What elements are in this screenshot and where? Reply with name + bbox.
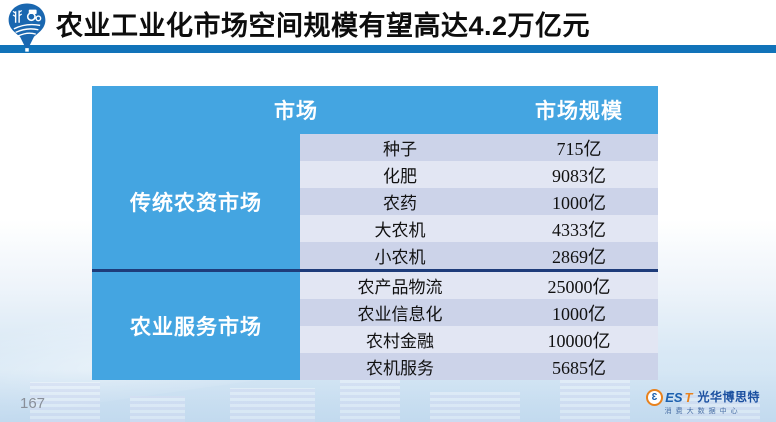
brand-letter-orange: T [684, 389, 693, 405]
row-value: 715亿 [556, 138, 602, 159]
row-name: 种子 [383, 140, 417, 159]
table-row: 农机服务 5685亿 [300, 353, 658, 380]
building-watermark [680, 394, 760, 422]
building-watermark [430, 392, 520, 422]
row-name: 农产品物流 [357, 278, 443, 297]
row-value: 25000亿 [547, 276, 611, 297]
agriculture-pin-logo-icon [8, 3, 46, 52]
table-group: 传统农资市场 种子 715亿化肥 9083亿农药 1000亿大农机 4333亿小农机 286… [92, 134, 658, 269]
brand-name-cn: 光华博思特 [697, 390, 760, 405]
table-row: 农业信息化 1000亿 [300, 299, 658, 326]
title-bar: 农业工业化市场空间规模有望高达4.2万亿元 [0, 0, 776, 45]
row-value: 10000亿 [547, 330, 611, 351]
header-cell-market: 市场 [274, 100, 318, 123]
table-row: 小农机 2869亿 [300, 242, 658, 269]
building-watermark [30, 382, 100, 422]
market-table: 市场 市场规模 传统农资市场 种子 715亿 化肥 9083亿 农药 1000亿 大农机 433… [92, 86, 658, 380]
table-row: 农村金融 10000亿 [300, 326, 658, 353]
page-title: 农业工业化市场空间规模有望高达4.2万亿元 [56, 11, 591, 41]
building-watermark [340, 376, 400, 422]
row-value: 4333亿 [552, 219, 606, 240]
row-value: 1000亿 [552, 303, 606, 324]
row-name: 农药 [383, 194, 417, 213]
row-name: 化肥 [383, 167, 417, 186]
row-name: 小农机 [374, 248, 426, 267]
table-row: 种子 715亿 [300, 134, 658, 161]
page-number: 167 [20, 395, 46, 412]
group-label: 农业服务市场 [92, 272, 300, 380]
table-row: 农产品物流 25000亿 [300, 272, 658, 299]
building-watermark [130, 396, 185, 422]
row-value: 9083亿 [552, 165, 606, 186]
brand-letters-blue: ES [665, 389, 683, 405]
row-value: 1000亿 [552, 192, 606, 213]
building-watermark [560, 380, 630, 422]
row-name: 农村金融 [366, 332, 434, 351]
title-underline-rule [0, 45, 776, 53]
building-watermark [230, 388, 315, 422]
row-name: 农机服务 [366, 359, 434, 378]
brand-circle-icon: 3 [646, 389, 664, 407]
table-header-row: 市场 市场规模 [92, 86, 658, 134]
table-row: 农药 1000亿 [300, 188, 658, 215]
header-cell-scale: 市场规模 [535, 100, 623, 123]
row-value: 2869亿 [552, 246, 606, 267]
table-body: 传统农资市场 种子 715亿 化肥 9083亿 农药 1000亿 大农机 4333亿 小农机 286… [92, 134, 658, 380]
table-row: 大农机 4333亿 [300, 215, 658, 242]
group-label: 传统农资市场 [92, 134, 300, 269]
row-name: 大农机 [374, 221, 426, 240]
row-value: 5685亿 [552, 357, 606, 378]
table-group: 农业服务市场 农产品物流 25000亿 农业信息化 1000亿 农村金融 10000亿 农机服… [92, 272, 658, 380]
row-name: 农业信息化 [357, 305, 443, 324]
brand-tagline: 消费大数据中心 [664, 408, 742, 416]
brand-logo: 3 ES T 光华博思特 消费大数据中心 [646, 389, 760, 416]
group-separator [92, 269, 658, 272]
table-row: 化肥 9083亿 [300, 161, 658, 188]
